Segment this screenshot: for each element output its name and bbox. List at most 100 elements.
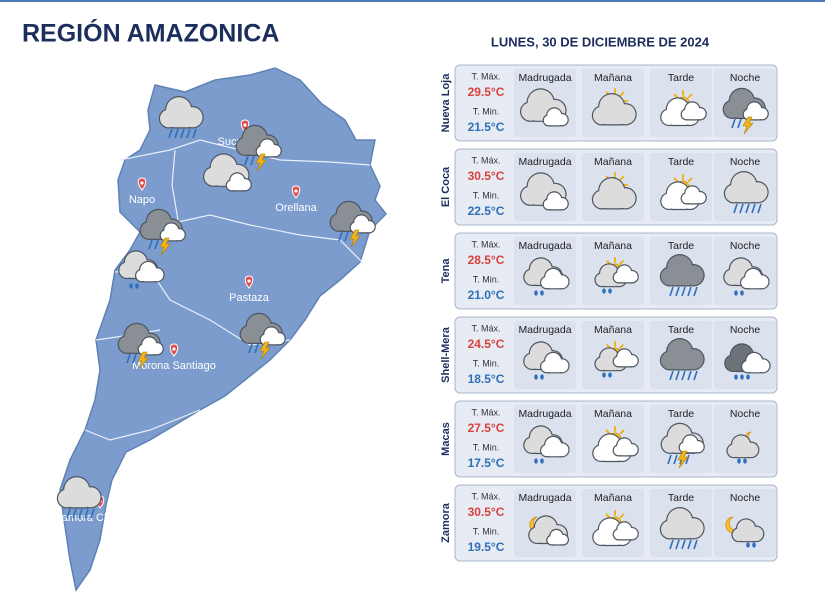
cloud-part <box>551 539 563 545</box>
sun-ray <box>618 260 624 266</box>
period-label: Madrugada <box>518 156 571 168</box>
period-label: Noche <box>730 492 761 504</box>
rain <box>693 370 698 381</box>
rain <box>737 118 742 129</box>
min-label: T. Min. <box>473 442 500 452</box>
drop <box>602 288 606 294</box>
drop <box>602 372 606 378</box>
rain <box>66 508 71 519</box>
min-temp: 17.5°C <box>468 456 505 470</box>
map-label: Morona Santiago <box>132 360 216 372</box>
max-label: T. Máx. <box>471 239 500 249</box>
rain <box>731 118 736 129</box>
city-name: El Coca <box>440 166 452 207</box>
rain <box>751 203 756 214</box>
rain <box>72 508 77 519</box>
map-label: Orellana <box>275 202 317 214</box>
pin-dot <box>172 347 176 351</box>
cloud-part <box>618 276 632 283</box>
drop <box>743 458 747 464</box>
drop <box>737 458 741 464</box>
period-label: Noche <box>730 72 761 84</box>
rain <box>90 508 95 519</box>
rain <box>344 231 349 242</box>
drop <box>534 458 538 464</box>
max-temp: 29.5°C <box>468 85 505 99</box>
weather-icon <box>528 515 569 546</box>
drop <box>534 374 538 380</box>
drop <box>540 290 544 296</box>
period-label: Noche <box>730 156 761 168</box>
max-temp: 28.5°C <box>468 253 505 267</box>
max-label: T. Máx. <box>471 491 500 501</box>
max-temp: 30.5°C <box>468 505 505 519</box>
period-label: Tarde <box>668 324 694 336</box>
title: REGIÓN AMAZONICA <box>22 18 279 48</box>
cloud-part <box>168 117 193 128</box>
map-pin <box>137 177 147 191</box>
cloud-part <box>546 449 562 457</box>
max-label: T. Máx. <box>471 407 500 417</box>
min-temp: 21.5°C <box>468 120 505 134</box>
period-label: Tarde <box>668 240 694 252</box>
cloud-part <box>686 113 700 120</box>
rain <box>132 353 137 364</box>
rain <box>669 286 674 297</box>
period-label: Noche <box>730 240 761 252</box>
rain <box>148 239 153 250</box>
rain <box>254 343 259 354</box>
weather-icon <box>723 171 769 214</box>
cloud-part <box>747 365 763 373</box>
drop <box>608 288 612 294</box>
drop <box>534 290 538 296</box>
weather-icon <box>659 507 705 550</box>
map-weather-icon <box>139 208 186 256</box>
pin-dot <box>247 279 251 283</box>
map-label: Napo <box>129 194 155 206</box>
forecast-card: Nueva Loja T. Máx. 29.5°C T. Min. 21.5°C Madr… <box>440 64 778 142</box>
rain <box>186 128 191 139</box>
sun-ray <box>619 175 625 181</box>
weather-icon <box>660 90 707 127</box>
bolt <box>255 153 267 172</box>
weather-icon <box>591 88 637 126</box>
map-weather-icon <box>239 312 286 360</box>
period-label: Madrugada <box>518 492 571 504</box>
rain <box>669 539 674 550</box>
weather-icon <box>523 341 570 380</box>
drop <box>540 458 544 464</box>
rain <box>338 231 343 242</box>
cloud-part <box>143 348 157 355</box>
bolt <box>677 450 689 469</box>
bolt <box>137 351 149 370</box>
period-label: Mañana <box>594 240 632 252</box>
map-weather-icon <box>117 322 164 370</box>
weather-icon <box>725 516 765 548</box>
city-name: Shell-Mera <box>440 326 452 383</box>
map: SucumbíosNapoOrellanaPastazaMorona Santi… <box>55 67 388 592</box>
min-label: T. Min. <box>473 526 500 536</box>
drop <box>740 290 744 296</box>
period-label: Mañana <box>594 324 632 336</box>
map-weather-icon <box>203 153 252 192</box>
cloud-part <box>546 365 562 373</box>
period-label: Mañana <box>594 72 632 84</box>
max-label: T. Máx. <box>471 155 500 165</box>
period-label: Noche <box>730 408 761 420</box>
cloud-part <box>548 119 562 126</box>
cloud-part <box>231 184 245 191</box>
pin-dot <box>243 123 247 127</box>
rain <box>174 128 179 139</box>
period-label: Madrugada <box>518 240 571 252</box>
weather-icon <box>594 341 639 378</box>
rain <box>126 353 131 364</box>
rain <box>248 343 253 354</box>
rain <box>192 128 197 139</box>
bolt <box>259 341 271 360</box>
weather-icon <box>591 172 637 210</box>
sun-ray <box>687 93 693 99</box>
rain <box>168 128 173 139</box>
cloud-part <box>738 533 756 542</box>
max-temp: 30.5°C <box>468 169 505 183</box>
